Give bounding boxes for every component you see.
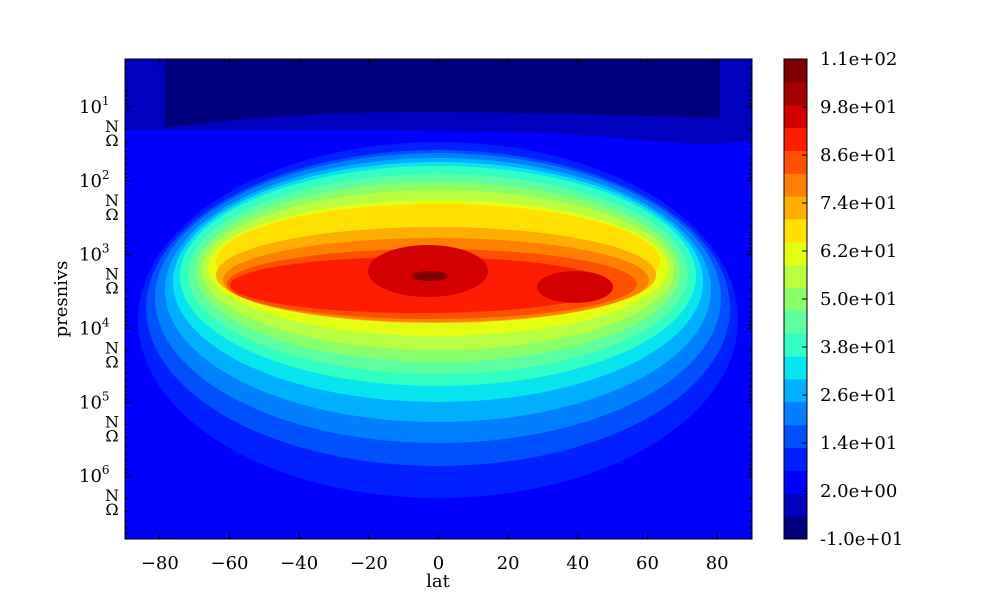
y-tick-unit: N [105,191,119,210]
x-axis-label: lat [426,571,450,592]
y-tick-unit: N [105,265,119,284]
x-tick-label: −20 [350,553,388,574]
colorbar-label: 9.8e+01 [820,97,897,118]
colorbar-swatch [784,150,807,174]
colorbar-label: 1.1e+02 [820,49,897,70]
colorbar-swatch [784,81,807,106]
colorbar-label: 3.8e+01 [820,337,897,358]
y-tick-label: 104 [79,316,110,340]
colorbar-label: 8.6e+01 [820,145,897,166]
colorbar-swatch [784,470,807,494]
colorbar-swatch [784,59,807,83]
contour-band-top-darkest [165,59,720,128]
x-tick-label: −60 [211,553,249,574]
y-tick-label: 101 [79,94,110,118]
colorbar-swatch [784,356,807,380]
y-tick-label: 102 [79,168,110,192]
contour-max-core [412,271,448,281]
y-tick-unit: Ω [105,353,118,372]
colorbar-swatch [784,379,807,403]
colorbar-swatch [784,264,807,289]
colorbar-label: -1.0e+01 [820,529,903,550]
y-tick-unit: N [105,117,119,136]
x-tick-label: −40 [280,553,318,574]
colorbar-label: 7.4e+01 [820,193,897,214]
colorbar-label: 2.6e+01 [820,385,897,406]
y-axis-label: presnivs [51,261,72,338]
y-tick-unit: Ω [105,500,118,519]
colorbar-swatch [784,241,807,266]
y-tick-unit: Ω [105,131,118,150]
y-tick-unit: Ω [105,205,118,224]
x-tick-label: 80 [706,553,729,574]
x-tick-label: −80 [141,553,179,574]
y-tick-unit: Ω [105,426,118,445]
colorbar-swatch [784,173,807,197]
y-tick-label: 106 [79,463,110,487]
colorbar-swatch [784,401,807,426]
contour-field [125,59,752,539]
colorbar-label: 5.0e+01 [820,289,897,310]
x-tick-label: 0 [433,553,444,574]
y-tick-unit: N [105,339,119,358]
colorbar-label: 1.4e+01 [820,433,897,454]
colorbar-swatch [784,516,807,540]
plot-area [124,58,753,540]
colorbar-swatch [784,219,807,243]
y-tick-label: 105 [79,389,110,413]
x-axis: −80 −60 −40 −20 0 20 40 60 80 [141,59,729,574]
colorbar-swatch [784,310,807,334]
colorbar-swatch [784,424,807,449]
x-tick-label: 40 [566,553,589,574]
colorbar-label: 6.2e+01 [820,241,897,262]
y-tick-unit: N [105,486,119,505]
colorbar-swatch [784,333,807,357]
x-tick-label: 20 [497,553,520,574]
y-tick-unit: Ω [105,279,118,298]
y-tick-label: 103 [79,242,110,266]
contour-max-band [368,245,488,297]
y-tick-unit: N [105,412,119,431]
colorbar-swatch [784,287,807,311]
x-tick-label: 60 [636,553,659,574]
colorbar-swatch [784,104,807,129]
colorbar-swatch [784,127,807,151]
colorbar-swatch [784,196,807,220]
contour-max-secondary [537,271,613,303]
colorbar-swatch [784,447,807,471]
colorbar-swatch [784,493,807,517]
colorbar-label: 2.0e+00 [820,481,897,502]
colorbar: 1.1e+02 9.8e+01 8.6e+01 7.4e+01 6.2e+01 5.0e+… [783,49,903,550]
